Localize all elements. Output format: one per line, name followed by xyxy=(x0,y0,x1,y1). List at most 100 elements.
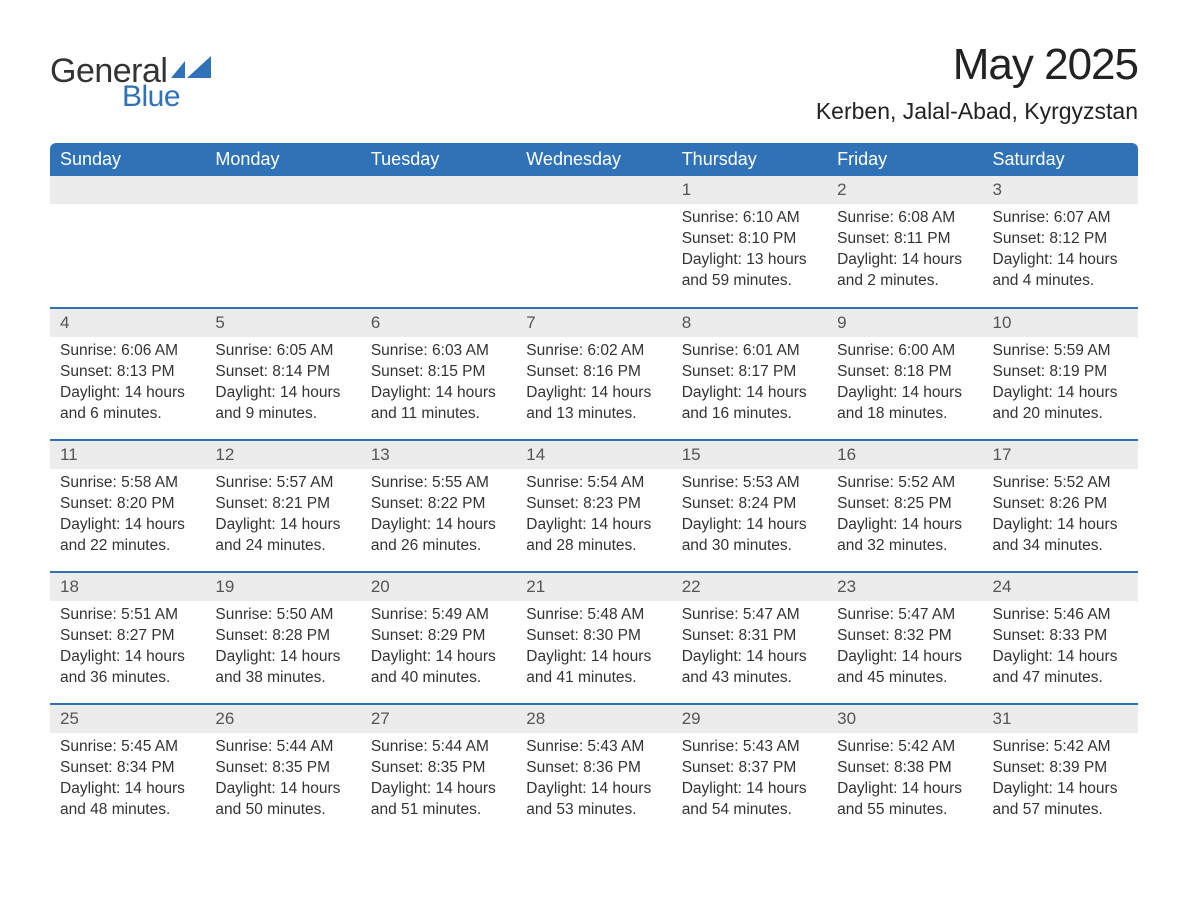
sunrise-line: Sunrise: 5:54 AM xyxy=(526,473,661,494)
sunset-line: Sunset: 8:29 PM xyxy=(371,626,506,647)
daylight-line-1: Daylight: 14 hours xyxy=(993,250,1128,271)
sunset-line: Sunset: 8:31 PM xyxy=(682,626,817,647)
calendar-week-row: 4Sunrise: 6:06 AMSunset: 8:13 PMDaylight… xyxy=(50,308,1138,440)
weekday-header: Sunday xyxy=(50,143,205,176)
sunset-line: Sunset: 8:12 PM xyxy=(993,229,1128,250)
sunset-line: Sunset: 8:35 PM xyxy=(371,758,506,779)
day-number: 3 xyxy=(983,176,1138,204)
day-details: Sunrise: 5:49 AMSunset: 8:29 PMDaylight:… xyxy=(361,601,516,699)
calendar-day-cell: 29Sunrise: 5:43 AMSunset: 8:37 PMDayligh… xyxy=(672,704,827,836)
sunrise-line: Sunrise: 5:44 AM xyxy=(371,737,506,758)
day-number: 15 xyxy=(672,441,827,469)
daylight-line-2: and 20 minutes. xyxy=(993,404,1128,425)
day-details: Sunrise: 5:55 AMSunset: 8:22 PMDaylight:… xyxy=(361,469,516,567)
daylight-line-1: Daylight: 14 hours xyxy=(371,515,506,536)
day-details: Sunrise: 6:10 AMSunset: 8:10 PMDaylight:… xyxy=(672,204,827,302)
sunrise-line: Sunrise: 5:46 AM xyxy=(993,605,1128,626)
day-details: Sunrise: 5:59 AMSunset: 8:19 PMDaylight:… xyxy=(983,337,1138,435)
sunset-line: Sunset: 8:18 PM xyxy=(837,362,972,383)
weekday-header: Monday xyxy=(205,143,360,176)
flag-icon xyxy=(171,56,211,82)
title-block: May 2025 Kerben, Jalal-Abad, Kyrgyzstan xyxy=(816,40,1138,125)
daylight-line-1: Daylight: 14 hours xyxy=(837,383,972,404)
day-number: 22 xyxy=(672,573,827,601)
day-details: Sunrise: 5:44 AMSunset: 8:35 PMDaylight:… xyxy=(205,733,360,831)
daylight-line-2: and 30 minutes. xyxy=(682,536,817,557)
day-number: 4 xyxy=(50,309,205,337)
calendar-day-cell: 7Sunrise: 6:02 AMSunset: 8:16 PMDaylight… xyxy=(516,308,671,440)
day-details: Sunrise: 5:52 AMSunset: 8:25 PMDaylight:… xyxy=(827,469,982,567)
calendar-day-cell: 15Sunrise: 5:53 AMSunset: 8:24 PMDayligh… xyxy=(672,440,827,572)
sunrise-line: Sunrise: 5:53 AM xyxy=(682,473,817,494)
day-number xyxy=(205,176,360,204)
day-number: 23 xyxy=(827,573,982,601)
calendar-week-row: 25Sunrise: 5:45 AMSunset: 8:34 PMDayligh… xyxy=(50,704,1138,836)
calendar-day-cell: 3 Sunrise: 6:07 AMSunset: 8:12 PMDaylight… xyxy=(983,176,1138,308)
sunrise-line: Sunrise: 5:57 AM xyxy=(215,473,350,494)
sunrise-line: Sunrise: 5:48 AM xyxy=(526,605,661,626)
daylight-line-2: and 11 minutes. xyxy=(371,404,506,425)
daylight-line-1: Daylight: 14 hours xyxy=(682,779,817,800)
daylight-line-1: Daylight: 14 hours xyxy=(837,515,972,536)
day-details: Sunrise: 5:47 AMSunset: 8:32 PMDaylight:… xyxy=(827,601,982,699)
calendar-day-cell xyxy=(205,176,360,308)
sunrise-line: Sunrise: 6:00 AM xyxy=(837,341,972,362)
sunset-line: Sunset: 8:37 PM xyxy=(682,758,817,779)
day-details: Sunrise: 5:43 AMSunset: 8:36 PMDaylight:… xyxy=(516,733,671,831)
calendar-day-cell: 27Sunrise: 5:44 AMSunset: 8:35 PMDayligh… xyxy=(361,704,516,836)
day-details: Sunrise: 6:01 AMSunset: 8:17 PMDaylight:… xyxy=(672,337,827,435)
daylight-line-1: Daylight: 14 hours xyxy=(371,383,506,404)
day-details: Sunrise: 5:51 AMSunset: 8:27 PMDaylight:… xyxy=(50,601,205,699)
daylight-line-2: and 22 minutes. xyxy=(60,536,195,557)
location-label: Kerben, Jalal-Abad, Kyrgyzstan xyxy=(816,98,1138,125)
day-details: Sunrise: 6:05 AMSunset: 8:14 PMDaylight:… xyxy=(205,337,360,435)
daylight-line-2: and 2 minutes. xyxy=(837,271,972,292)
calendar-day-cell: 25Sunrise: 5:45 AMSunset: 8:34 PMDayligh… xyxy=(50,704,205,836)
sunset-line: Sunset: 8:11 PM xyxy=(837,229,972,250)
daylight-line-1: Daylight: 14 hours xyxy=(682,383,817,404)
day-number: 11 xyxy=(50,441,205,469)
month-title: May 2025 xyxy=(816,40,1138,90)
daylight-line-2: and 9 minutes. xyxy=(215,404,350,425)
sunset-line: Sunset: 8:22 PM xyxy=(371,494,506,515)
sunrise-line: Sunrise: 5:49 AM xyxy=(371,605,506,626)
daylight-line-2: and 41 minutes. xyxy=(526,668,661,689)
brand-logo: General Blue xyxy=(50,54,211,112)
day-details: Sunrise: 5:54 AMSunset: 8:23 PMDaylight:… xyxy=(516,469,671,567)
daylight-line-2: and 13 minutes. xyxy=(526,404,661,425)
day-details: Sunrise: 6:06 AMSunset: 8:13 PMDaylight:… xyxy=(50,337,205,435)
sunrise-line: Sunrise: 5:44 AM xyxy=(215,737,350,758)
calendar-page: General Blue May 2025 Kerben, Jalal-Abad… xyxy=(0,0,1188,886)
calendar-day-cell: 19Sunrise: 5:50 AMSunset: 8:28 PMDayligh… xyxy=(205,572,360,704)
sunrise-line: Sunrise: 5:59 AM xyxy=(993,341,1128,362)
sunrise-line: Sunrise: 5:58 AM xyxy=(60,473,195,494)
sunrise-line: Sunrise: 5:52 AM xyxy=(837,473,972,494)
day-number xyxy=(361,176,516,204)
daylight-line-1: Daylight: 14 hours xyxy=(60,647,195,668)
daylight-line-1: Daylight: 14 hours xyxy=(215,647,350,668)
daylight-line-2: and 28 minutes. xyxy=(526,536,661,557)
day-number: 26 xyxy=(205,705,360,733)
daylight-line-2: and 54 minutes. xyxy=(682,800,817,821)
daylight-line-1: Daylight: 14 hours xyxy=(526,515,661,536)
day-details: Sunrise: 5:42 AMSunset: 8:39 PMDaylight:… xyxy=(983,733,1138,831)
sunrise-line: Sunrise: 6:07 AM xyxy=(993,208,1128,229)
sunrise-line: Sunrise: 5:47 AM xyxy=(837,605,972,626)
weekday-header: Saturday xyxy=(983,143,1138,176)
sunrise-line: Sunrise: 5:50 AM xyxy=(215,605,350,626)
calendar-day-cell: 9Sunrise: 6:00 AMSunset: 8:18 PMDaylight… xyxy=(827,308,982,440)
daylight-line-2: and 59 minutes. xyxy=(682,271,817,292)
daylight-line-2: and 53 minutes. xyxy=(526,800,661,821)
sunrise-line: Sunrise: 6:01 AM xyxy=(682,341,817,362)
sunset-line: Sunset: 8:35 PM xyxy=(215,758,350,779)
daylight-line-1: Daylight: 14 hours xyxy=(993,383,1128,404)
sunrise-line: Sunrise: 5:52 AM xyxy=(993,473,1128,494)
day-details: Sunrise: 5:44 AMSunset: 8:35 PMDaylight:… xyxy=(361,733,516,831)
daylight-line-1: Daylight: 14 hours xyxy=(837,647,972,668)
sunrise-line: Sunrise: 6:05 AM xyxy=(215,341,350,362)
daylight-line-1: Daylight: 14 hours xyxy=(60,515,195,536)
sunset-line: Sunset: 8:20 PM xyxy=(60,494,195,515)
calendar-day-cell xyxy=(361,176,516,308)
day-number: 27 xyxy=(361,705,516,733)
sunset-line: Sunset: 8:14 PM xyxy=(215,362,350,383)
